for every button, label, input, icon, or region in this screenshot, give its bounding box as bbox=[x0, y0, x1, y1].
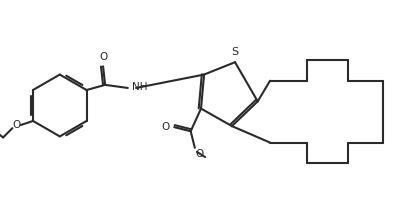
Text: O: O bbox=[162, 122, 170, 132]
Text: NH: NH bbox=[132, 82, 147, 92]
Text: O: O bbox=[12, 120, 20, 130]
Text: O: O bbox=[99, 52, 107, 62]
Text: O: O bbox=[195, 149, 204, 159]
Text: S: S bbox=[231, 47, 238, 57]
